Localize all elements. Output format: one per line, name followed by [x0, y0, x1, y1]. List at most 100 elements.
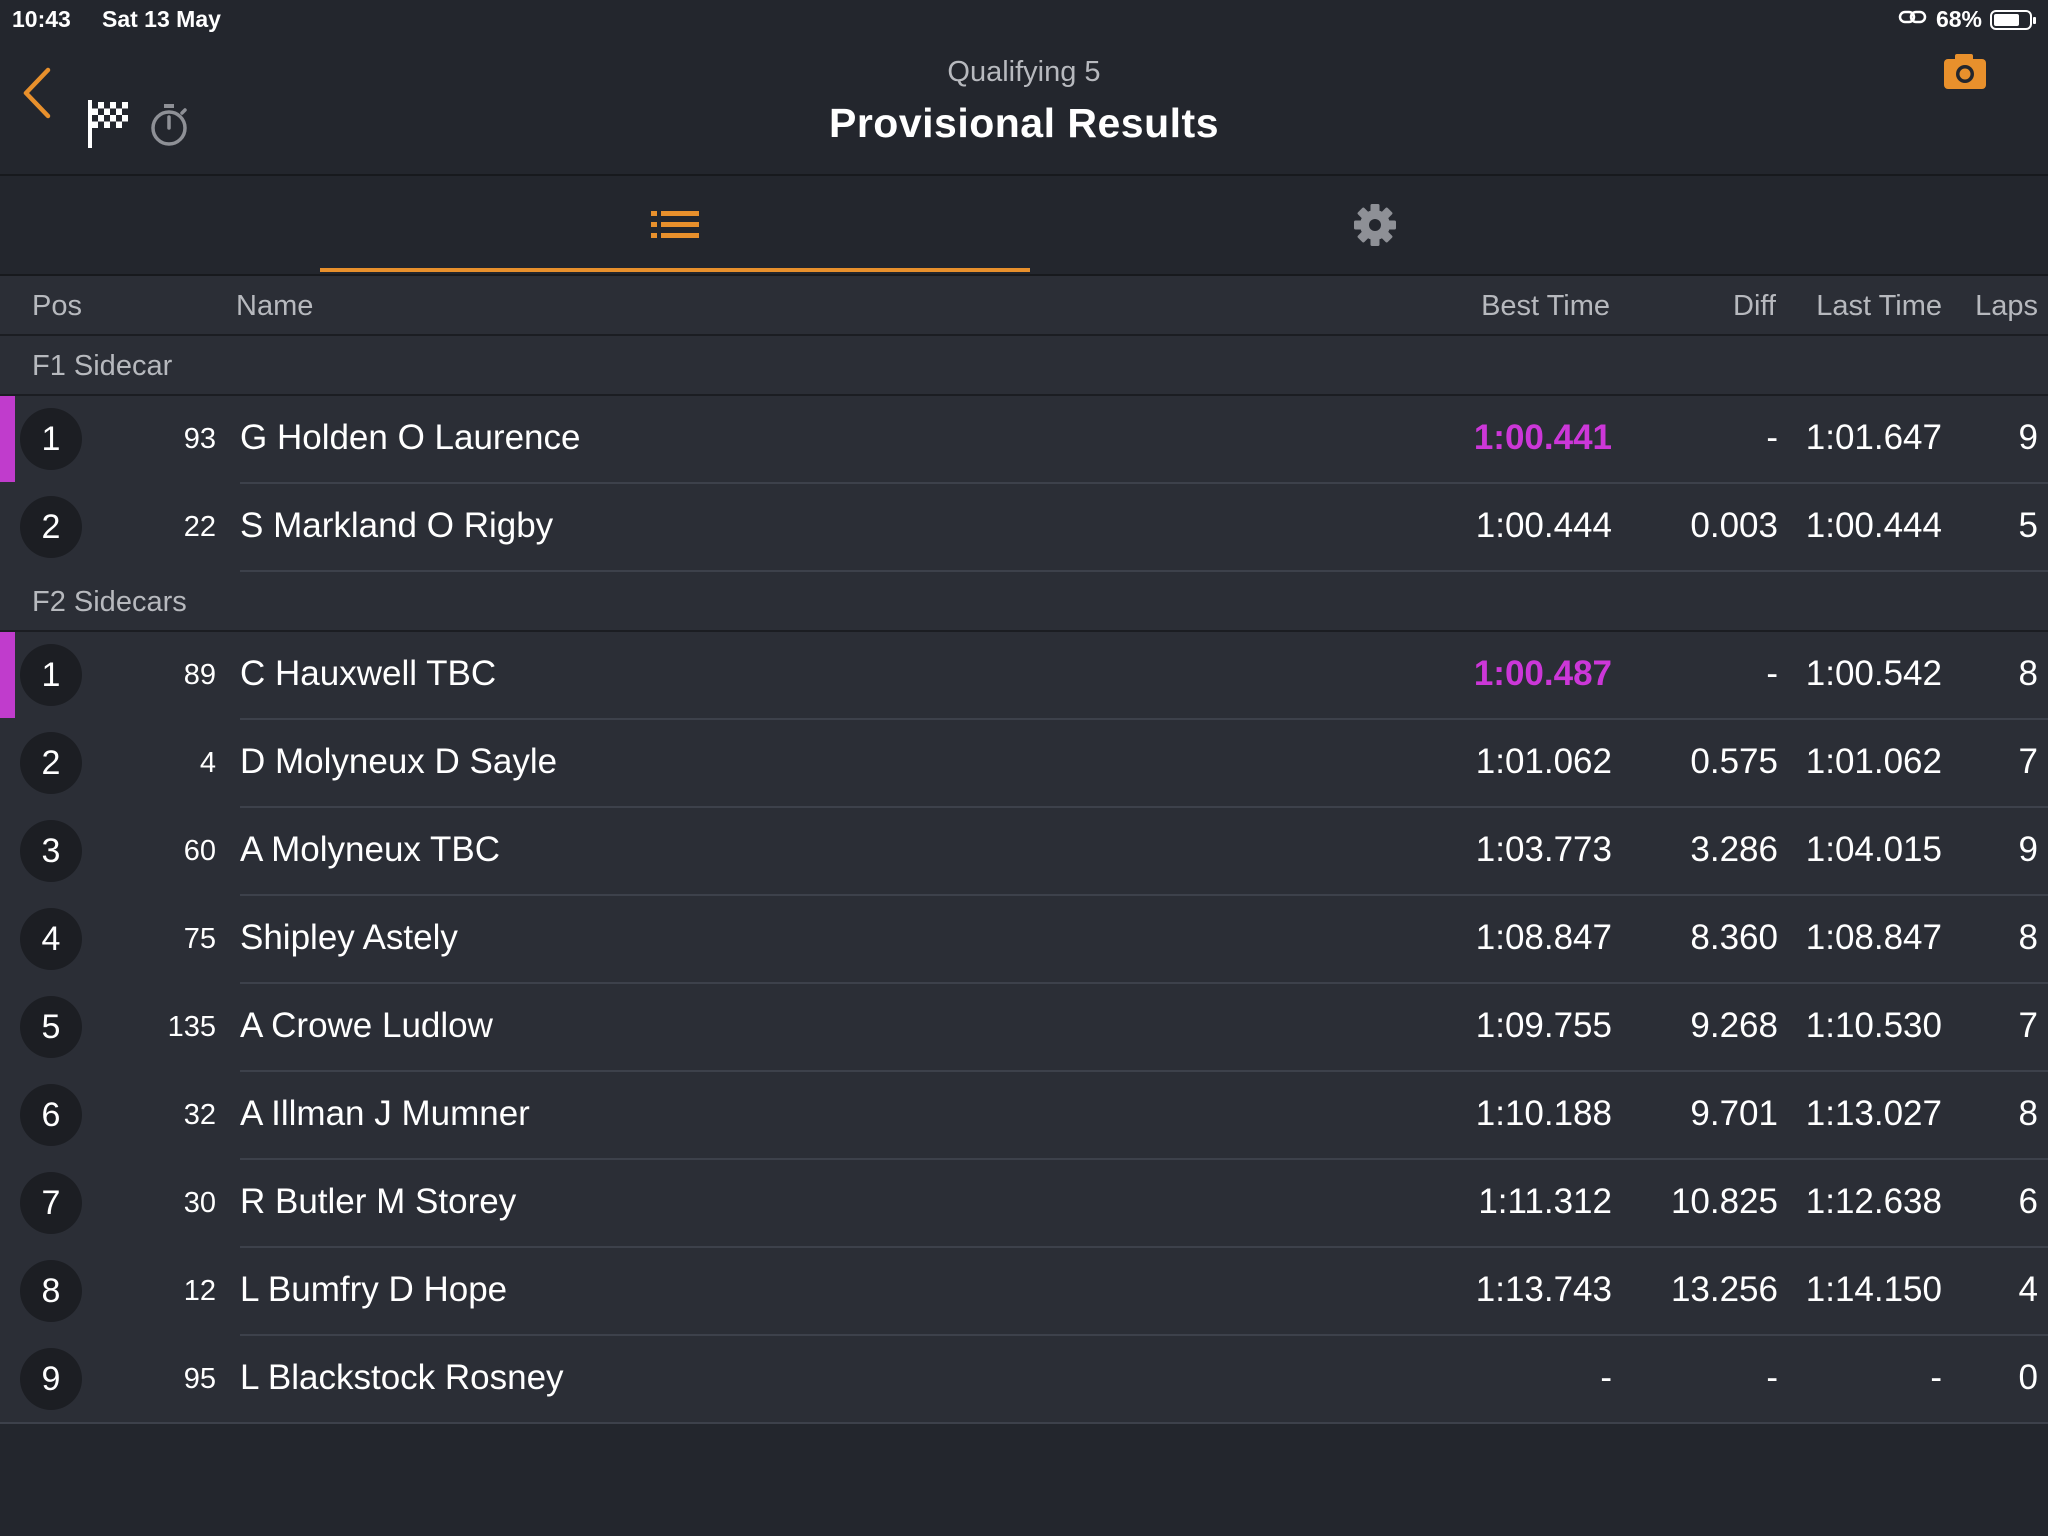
table-row[interactable]: 2 22 S Markland O Rigby 1:00.444 0.003 1:00.4…: [0, 484, 2048, 572]
car-number: 30: [183, 1187, 216, 1219]
last-time: 1:04.015: [1805, 830, 1942, 869]
diff-time: -: [1766, 418, 1778, 457]
position-badge: 5: [20, 996, 82, 1058]
table-row[interactable]: 4 75 Shipley Astely 1:08.847 8.360 1:08.847 8: [0, 896, 2048, 984]
row-separator: [240, 718, 2048, 720]
table-row[interactable]: 3 60 A Molyneux TBC 1:03.773 3.286 1:04.015 9: [0, 808, 2048, 896]
position-badge: 9: [20, 1348, 82, 1410]
last-time: 1:14.150: [1805, 1270, 1942, 1309]
row-separator: [240, 982, 2048, 984]
row-separator: [240, 482, 2048, 484]
group-header: F1 Sidecar: [0, 336, 2048, 396]
laps-count: 4: [2018, 1270, 2038, 1309]
table-row[interactable]: 5 135 A Crowe Ludlow 1:09.755 9.268 1:10.530 7: [0, 984, 2048, 1072]
diff-time: -: [1766, 1358, 1778, 1397]
car-number: 60: [183, 835, 216, 867]
back-button[interactable]: [18, 60, 58, 120]
position-badge: 4: [20, 908, 82, 970]
table-row[interactable]: 2 4 D Molyneux D Sayle 1:01.062 0.575 1:01.06…: [0, 720, 2048, 808]
car-number: 4: [199, 747, 216, 779]
column-header-pos: Pos: [32, 290, 82, 322]
driver-name: S Markland O Rigby: [240, 506, 554, 545]
row-separator: [240, 806, 2048, 808]
car-number: 75: [183, 923, 216, 955]
position-badge: 1: [20, 644, 82, 706]
diff-time: 8.360: [1690, 918, 1778, 957]
laps-count: 7: [2018, 742, 2038, 781]
position-badge: 2: [20, 732, 82, 794]
best-time: 1:00.441: [1473, 418, 1612, 457]
last-time: 1:00.444: [1805, 506, 1942, 545]
camera-button[interactable]: [1942, 52, 1988, 97]
driver-name: L Blackstock Rosney: [240, 1358, 564, 1397]
laps-count: 7: [2018, 1006, 2038, 1045]
position-badge: 3: [20, 820, 82, 882]
nav-header: Qualifying 5 Provisional Results: [0, 40, 2048, 176]
group-header: F2 Sidecars: [0, 572, 2048, 632]
best-time: -: [1600, 1358, 1612, 1397]
best-time: 1:08.847: [1475, 918, 1612, 957]
fastest-marker: [0, 396, 15, 482]
table-row[interactable]: 7 30 R Butler M Storey 1:11.312 10.825 1:12.6…: [0, 1160, 2048, 1248]
table-row[interactable]: 8 12 L Bumfry D Hope 1:13.743 13.256 1:14.150…: [0, 1248, 2048, 1336]
driver-name: A Crowe Ludlow: [240, 1006, 493, 1045]
session-subtitle: Qualifying 5: [947, 56, 1101, 88]
table-row[interactable]: 1 93 G Holden O Laurence 1:00.441 -1:01.647 9: [0, 396, 2048, 484]
page-title: Provisional Results: [828, 100, 1219, 146]
laps-count: 5: [2018, 506, 2038, 545]
link-icon: [1898, 6, 1928, 33]
last-time: 1:10.530: [1805, 1006, 1942, 1045]
best-time: 1:11.312: [1478, 1182, 1612, 1221]
stopwatch-icon[interactable]: [148, 102, 190, 153]
row-separator: [240, 894, 2048, 896]
car-number: 32: [183, 1099, 216, 1131]
laps-count: 9: [2018, 418, 2038, 457]
active-tab-indicator: [320, 268, 1030, 272]
status-time: 10:43: [12, 6, 71, 32]
driver-name: G Holden O Laurence: [240, 418, 581, 457]
diff-time: 0.003: [1690, 506, 1778, 545]
tab-results-list[interactable]: [320, 176, 1030, 274]
best-time: 1:13.743: [1475, 1270, 1612, 1309]
row-separator: [0, 1422, 2048, 1424]
last-time: 1:01.062: [1805, 742, 1942, 781]
last-time: -: [1930, 1358, 1942, 1397]
last-time: 1:08.847: [1805, 918, 1942, 957]
position-badge: 7: [20, 1172, 82, 1234]
best-time: 1:10.188: [1475, 1094, 1612, 1133]
diff-time: 9.701: [1690, 1094, 1778, 1133]
column-header-laps: Laps: [1975, 290, 2038, 322]
laps-count: 9: [2018, 830, 2038, 869]
battery-icon: [1990, 9, 2036, 30]
last-time: 1:12.638: [1805, 1182, 1942, 1221]
battery-percent: 68%: [1935, 6, 1982, 32]
position-badge: 8: [20, 1260, 82, 1322]
diff-time: 3.286: [1690, 830, 1778, 869]
laps-count: 8: [2018, 918, 2038, 957]
driver-name: Shipley Astely: [240, 918, 458, 957]
driver-name: D Molyneux D Sayle: [240, 742, 558, 781]
column-header-name: Name: [236, 290, 314, 322]
list-icon: [651, 211, 699, 238]
gear-icon: [1354, 204, 1396, 246]
driver-name: R Butler M Storey: [240, 1182, 517, 1221]
table-row[interactable]: 1 89 C Hauxwell TBC 1:00.487 -1:00.542 8: [0, 632, 2048, 720]
position-badge: 1: [20, 408, 82, 470]
driver-name: A Molyneux TBC: [240, 830, 501, 869]
group-name: F2 Sidecars: [32, 586, 187, 618]
column-header-best-time: Best Time: [1481, 290, 1610, 322]
diff-time: 10.825: [1670, 1182, 1778, 1221]
table-row[interactable]: 9 95 L Blackstock Rosney - - - 0: [0, 1336, 2048, 1424]
checkered-flag-icon: [86, 98, 130, 155]
tab-bar: [0, 176, 2048, 276]
best-time: 1:00.444: [1475, 506, 1612, 545]
tab-settings[interactable]: [1030, 176, 1720, 274]
column-header-diff: Diff: [1733, 290, 1776, 322]
diff-time: -: [1766, 654, 1778, 693]
table-row[interactable]: 6 32 A Illman J Mumner 1:10.188 9.701 1:13.02…: [0, 1072, 2048, 1160]
row-separator: [240, 1158, 2048, 1160]
diff-time: 13.256: [1670, 1270, 1778, 1309]
fastest-marker: [0, 632, 15, 718]
car-number: 95: [183, 1363, 216, 1395]
column-header-last-time: Last Time: [1816, 290, 1942, 322]
